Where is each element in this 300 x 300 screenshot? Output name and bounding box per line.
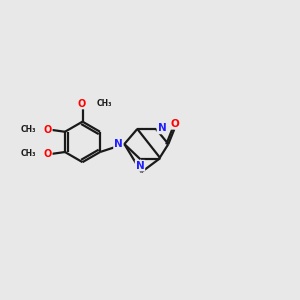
Text: O: O [44,125,52,135]
Text: CH₃: CH₃ [20,125,36,134]
Text: N: N [136,161,144,171]
Text: O: O [77,99,85,109]
Text: CH₃: CH₃ [20,149,36,158]
Text: CH₃: CH₃ [97,99,112,108]
Text: O: O [170,119,179,129]
Text: N: N [158,123,166,134]
Text: N: N [114,139,123,148]
Text: O: O [44,149,52,159]
